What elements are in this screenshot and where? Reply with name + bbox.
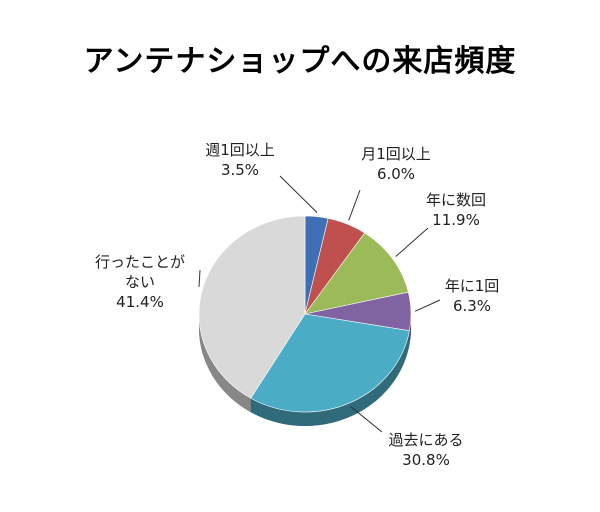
leader-lines [198, 175, 441, 433]
leader-line-5 [350, 406, 383, 433]
pie-slice-3 [304, 232, 409, 315]
slice-name: 週1回以上 [205, 141, 275, 159]
slice-label-past: 過去にある 30.8% [388, 430, 463, 470]
slice-value: 11.9% [432, 211, 480, 229]
pie-depth [199, 314, 411, 426]
pie-rim-4 [409, 314, 411, 345]
slice-label-once-yearly: 年に1回 6.3% [445, 276, 500, 316]
slice-label-monthly: 月1回以上 6.0% [361, 144, 431, 184]
pie-slices [198, 215, 412, 413]
pie-rim-5 [250, 330, 410, 426]
leader-line-4 [414, 299, 441, 312]
leader-line-2 [348, 189, 361, 221]
pie-rim-6 [199, 314, 251, 413]
slice-label-several-yearly: 年に数回 11.9% [426, 190, 486, 230]
slice-value: 3.5% [220, 161, 260, 179]
leader-line-1 [279, 175, 318, 213]
pie-slice-6 [198, 215, 306, 399]
slice-name: 年に数回 [425, 191, 487, 209]
leader-line-6 [198, 269, 201, 287]
slice-name: 行ったことがない [94, 253, 185, 291]
leader-line-3 [395, 227, 429, 257]
chart-title: アンテナショップへの来店頻度 [83, 44, 517, 79]
slice-label-never: 行ったことがない 41.4% [88, 252, 192, 312]
slice-value: 41.4% [116, 293, 164, 311]
slice-value: 6.0% [376, 165, 416, 183]
slice-value: 6.3% [452, 297, 492, 315]
slice-name: 月1回以上 [361, 145, 431, 163]
slice-name: 年に1回 [444, 277, 500, 295]
slice-name: 過去にある [388, 431, 464, 449]
slice-value: 30.8% [402, 451, 450, 469]
pie-slice-5 [250, 313, 410, 413]
slice-label-weekly: 週1回以上 3.5% [205, 140, 275, 180]
